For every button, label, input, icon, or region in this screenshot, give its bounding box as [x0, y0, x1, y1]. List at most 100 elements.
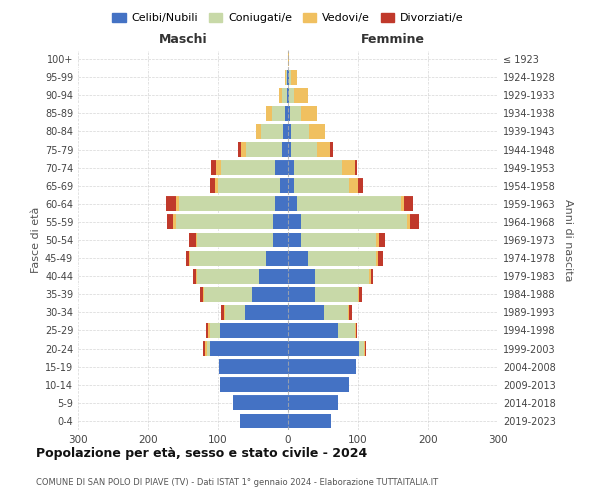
Bar: [189, 232, 196, 248]
Bar: [359, 287, 362, 302]
Bar: [401, 196, 404, 211]
Bar: [176, 214, 272, 230]
Bar: [279, 88, 282, 102]
Bar: [167, 214, 173, 230]
Bar: [196, 232, 197, 248]
Bar: [211, 160, 216, 175]
Bar: [225, 305, 245, 320]
Bar: [290, 106, 301, 121]
Bar: [209, 341, 288, 356]
Legend: Celibi/Nubili, Coniugati/e, Vedovi/e, Divorziati/e: Celibi/Nubili, Coniugati/e, Vedovi/e, Di…: [108, 8, 468, 28]
Bar: [407, 214, 410, 230]
Bar: [210, 178, 215, 193]
Bar: [275, 160, 288, 175]
Y-axis label: Fasce di età: Fasce di età: [31, 207, 41, 273]
Bar: [288, 323, 338, 338]
Bar: [166, 196, 176, 211]
Bar: [376, 250, 377, 266]
Bar: [314, 287, 358, 302]
Bar: [200, 287, 203, 302]
Bar: [266, 250, 288, 266]
Bar: [205, 341, 207, 356]
Bar: [291, 124, 309, 139]
Bar: [197, 269, 259, 283]
Bar: [295, 160, 342, 175]
Bar: [203, 341, 205, 356]
Text: Maschi: Maschi: [158, 34, 208, 46]
Bar: [246, 142, 283, 157]
Bar: [365, 341, 367, 356]
Bar: [301, 232, 376, 248]
Bar: [371, 269, 373, 283]
Bar: [193, 269, 196, 283]
Bar: [347, 305, 349, 320]
Bar: [295, 178, 349, 193]
Text: Popolazione per età, sesso e stato civile - 2024: Popolazione per età, sesso e stato civil…: [36, 448, 367, 460]
Bar: [286, 70, 287, 84]
Bar: [215, 178, 218, 193]
Bar: [338, 323, 355, 338]
Bar: [221, 305, 224, 320]
Bar: [220, 378, 288, 392]
Bar: [288, 70, 289, 84]
Bar: [266, 106, 272, 121]
Bar: [288, 88, 289, 102]
Bar: [272, 232, 288, 248]
Bar: [349, 305, 352, 320]
Bar: [275, 196, 288, 211]
Bar: [220, 359, 288, 374]
Bar: [301, 106, 317, 121]
Bar: [241, 142, 246, 157]
Bar: [288, 269, 314, 283]
Bar: [349, 178, 358, 193]
Bar: [308, 250, 376, 266]
Bar: [224, 305, 225, 320]
Bar: [355, 323, 356, 338]
Bar: [358, 178, 363, 193]
Bar: [288, 106, 290, 121]
Bar: [272, 106, 284, 121]
Bar: [288, 287, 314, 302]
Bar: [317, 142, 330, 157]
Bar: [245, 305, 288, 320]
Bar: [190, 250, 266, 266]
Text: COMUNE DI SAN POLO DI PIAVE (TV) - Dati ISTAT 1° gennaio 2024 - Elaborazione TUT: COMUNE DI SAN POLO DI PIAVE (TV) - Dati …: [36, 478, 438, 487]
Bar: [218, 178, 280, 193]
Bar: [284, 106, 288, 121]
Bar: [186, 250, 188, 266]
Bar: [288, 232, 301, 248]
Bar: [197, 232, 272, 248]
Bar: [342, 160, 355, 175]
Bar: [282, 88, 287, 102]
Bar: [288, 124, 291, 139]
Bar: [220, 323, 288, 338]
Bar: [216, 160, 221, 175]
Bar: [297, 196, 401, 211]
Bar: [283, 124, 288, 139]
Bar: [288, 396, 338, 410]
Y-axis label: Anni di nascita: Anni di nascita: [563, 198, 572, 281]
Bar: [330, 142, 333, 157]
Bar: [208, 323, 210, 338]
Bar: [377, 250, 383, 266]
Bar: [256, 124, 260, 139]
Bar: [287, 88, 288, 102]
Bar: [238, 142, 241, 157]
Bar: [288, 414, 331, 428]
Bar: [358, 287, 359, 302]
Bar: [221, 160, 275, 175]
Bar: [364, 341, 365, 356]
Bar: [280, 178, 288, 193]
Bar: [288, 178, 295, 193]
Bar: [410, 214, 419, 230]
Bar: [295, 88, 308, 102]
Bar: [288, 214, 301, 230]
Bar: [203, 287, 204, 302]
Bar: [301, 214, 407, 230]
Bar: [288, 359, 356, 374]
Bar: [359, 341, 364, 356]
Bar: [288, 196, 297, 211]
Text: Femmine: Femmine: [361, 34, 425, 46]
Bar: [289, 70, 291, 84]
Bar: [404, 196, 413, 211]
